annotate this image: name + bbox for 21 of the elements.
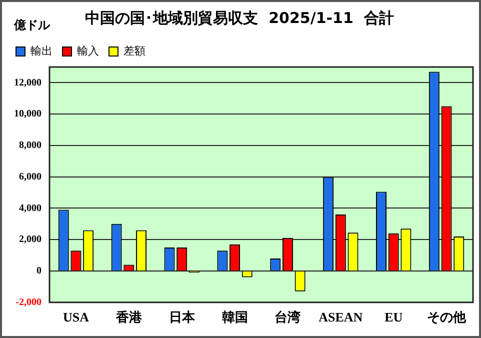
y-tick-label: 8,000: [19, 140, 42, 152]
legend-label: 差額: [124, 44, 146, 58]
x-tick-label: その他: [427, 310, 468, 325]
y-axis-title: 億ドル: [13, 18, 51, 32]
y-tick-label: 10,000: [14, 108, 42, 120]
y-tick-label: 12,000: [14, 77, 42, 88]
y-tick-label: 0: [36, 266, 42, 277]
x-tick-label: ASEAN: [318, 310, 364, 325]
x-tick-label: 台湾: [274, 310, 301, 325]
legend-label: 輸入: [77, 44, 99, 58]
x-tick-label: EU: [384, 310, 404, 325]
y-tick-label: -2,000: [16, 296, 42, 308]
x-tick-label: 日本: [168, 310, 196, 325]
x-tick-label: 香港: [114, 310, 143, 325]
y-tick-label: 2,000: [19, 234, 42, 246]
x-tick-label: USA: [62, 310, 90, 325]
legend-label: 輸出: [30, 44, 52, 58]
y-tick-label: 4,000: [19, 202, 42, 214]
chart-title: 中国の国･地域別貿易収支 2025/1-11 合計: [85, 8, 394, 27]
y-tick-label: 6,000: [19, 171, 42, 182]
x-tick-label: 韓国: [222, 310, 248, 325]
